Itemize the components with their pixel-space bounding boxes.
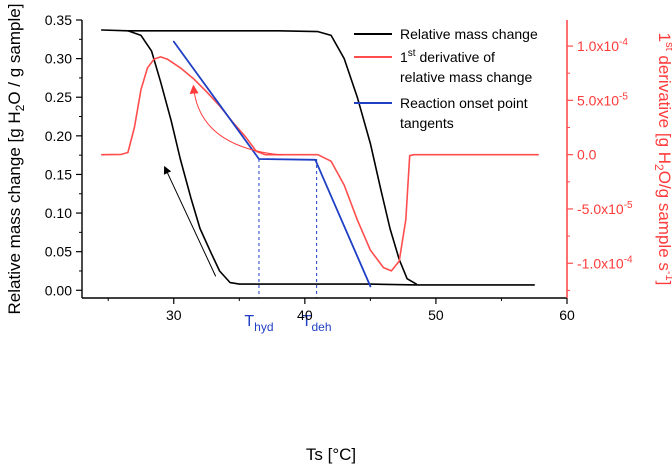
legend-label-mass: Relative mass change (400, 26, 538, 42)
plot-area (82, 20, 567, 298)
legend-label-derivative: 1st derivative of (400, 48, 495, 65)
y-left-tick-label: 0.00 (45, 282, 72, 298)
x-tick-label: 40 (297, 307, 313, 323)
x-tick-label: 30 (166, 307, 182, 323)
y-left-tick-label: 0.10 (45, 205, 72, 221)
y-right-tick-label: 5.0x10-5 (577, 91, 628, 108)
y-left-tick-label: 0.35 (45, 12, 72, 28)
x-tick-label: 60 (559, 307, 575, 323)
reference-label-hyd: Thyd (244, 313, 273, 334)
y-left-tick-label: 0.30 (45, 51, 72, 67)
x-tick-label: 50 (428, 307, 444, 323)
legend-label-derivative-line2: relative mass change (400, 69, 533, 85)
y-ticks-right: 1.0x10-4 5.0x10-5 0.0 -5.0x10-5 -1.0x10-4 (567, 37, 633, 291)
series-line-1 (127, 30, 418, 285)
annotation-arrow-black (163, 165, 217, 277)
y-right-tick-label: -1.0x10-4 (577, 254, 633, 271)
reference-lines: Thyd Tdeh (244, 159, 332, 334)
series-line-0 (100, 29, 535, 286)
x-axis-label: Ts [°C] (306, 445, 356, 464)
x-ticks: 30 40 50 60 (107, 298, 575, 323)
legend: Relative mass change 1st derivative of r… (354, 26, 538, 131)
y-left-tick-label: 0.15 (45, 166, 72, 182)
y-left-tick-label: 0.05 (45, 244, 72, 260)
y-right-tick-label: -5.0x10-5 (577, 200, 633, 217)
series-line-3 (172, 40, 372, 288)
annotation-arrow-red (189, 84, 283, 156)
annotations (163, 84, 283, 277)
y-axis-left-label: Relative mass change [g H2O / g sample] (5, 4, 27, 315)
legend-label-tangents-line2: tangents (400, 115, 454, 131)
series-line-2 (100, 56, 539, 272)
y-left-tick-label: 0.25 (45, 89, 72, 105)
y-right-tick-label: 0.0 (577, 147, 597, 163)
y-left-tick-label: 0.20 (45, 128, 72, 144)
y-right-tick-label: 1.0x10-4 (577, 37, 628, 54)
series-layer (100, 29, 539, 288)
y-ticks-left: 0.00 0.05 0.10 0.15 0.20 0.25 0.30 0.35 (45, 12, 82, 298)
reference-label-deh: Tdeh (302, 313, 332, 334)
y-axis-right-label: 1st derivative [g H2O/g sample s-1] (652, 33, 672, 286)
legend-label-tangents: Reaction onset point (400, 95, 528, 111)
